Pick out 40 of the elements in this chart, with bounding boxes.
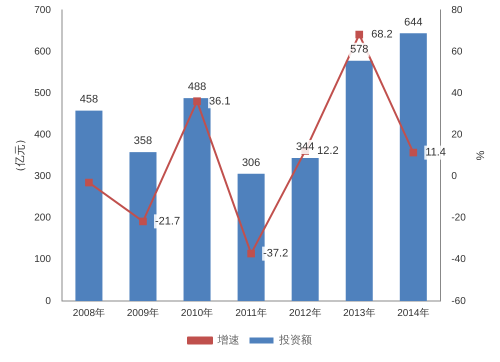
- data-label: 488: [188, 81, 206, 94]
- data-label: 36.1: [209, 95, 230, 108]
- data-label: 358: [134, 135, 152, 148]
- y-tick-label: 300: [34, 171, 52, 182]
- y-tick-label: 700: [34, 4, 52, 16]
- y-tick-label: 200: [34, 212, 52, 224]
- y2-tick-label: 40: [451, 88, 463, 99]
- y-tick-label: 600: [34, 46, 52, 58]
- y-tick-label: 400: [34, 129, 52, 140]
- x-tick-label: 2014年: [397, 306, 430, 319]
- data-label: 12.2: [317, 144, 339, 157]
- x-tick-label: 2009年: [126, 306, 160, 319]
- data-label: -21.7: [154, 215, 180, 228]
- y-axis-title: （亿元）: [14, 134, 27, 178]
- legend-label: 增速: [216, 334, 240, 347]
- data-label: 344: [296, 141, 314, 154]
- y2-tick-label: 20: [451, 129, 463, 140]
- legend-label: 投资额: [278, 334, 312, 347]
- data-label: 11.4: [425, 146, 446, 159]
- data-label: 68.2: [371, 28, 393, 41]
- y2-axis-title: %: [473, 150, 486, 161]
- y-tick-label: 500: [34, 88, 52, 99]
- x-tick-label: 2008年: [72, 306, 106, 319]
- x-tick-label: 2013年: [343, 306, 376, 319]
- y-tick-label: 100: [34, 254, 52, 266]
- y2-tick-label: -20: [451, 212, 466, 224]
- data-label: -37.2: [263, 248, 288, 260]
- y2-tick-label: -60: [451, 296, 466, 307]
- x-tick-label: 2012年: [289, 306, 322, 319]
- y2-tick-label: 80: [451, 4, 463, 16]
- x-tick-label: 2011年: [235, 306, 267, 319]
- y2-tick-label: 60: [451, 46, 463, 58]
- data-label: 458: [80, 94, 98, 106]
- y-tick-label: 0: [45, 296, 52, 307]
- data-label: 306: [242, 156, 260, 169]
- y2-tick-label: -40: [451, 254, 466, 266]
- x-tick-label: 2010年: [180, 306, 214, 319]
- data-label: 578: [350, 44, 368, 56]
- data-label: 644: [404, 16, 422, 28]
- y2-tick-label: 0: [451, 171, 458, 182]
